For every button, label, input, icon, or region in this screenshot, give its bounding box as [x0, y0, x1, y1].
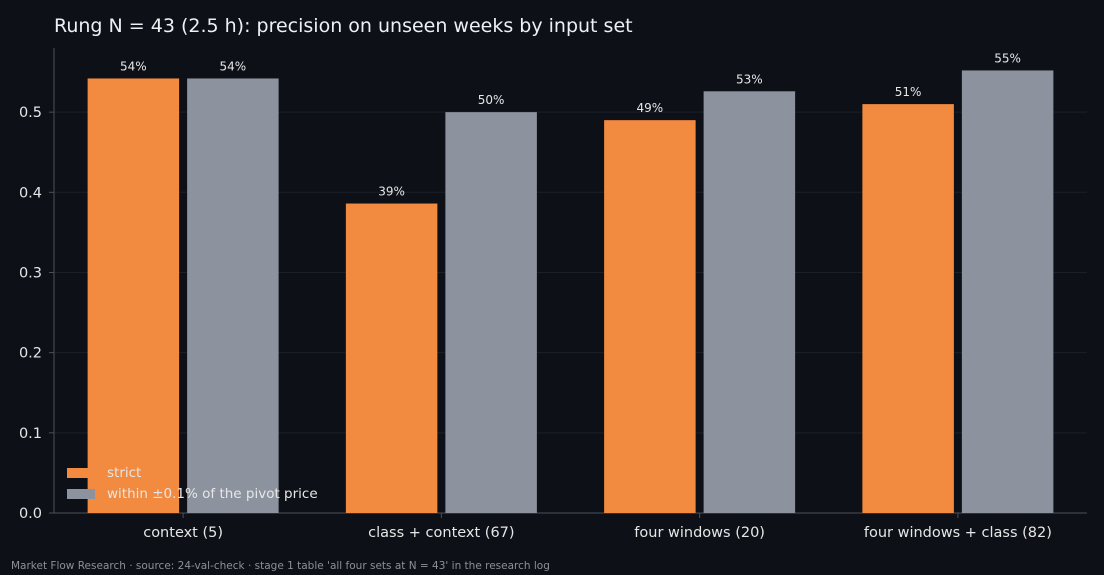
data-label: 54% [120, 59, 147, 73]
legend-label-strict: strict [107, 464, 142, 481]
legend-swatch-within [67, 488, 95, 499]
x-tick-label: four windows + class (82) [864, 525, 1052, 541]
data-label: 54% [220, 59, 247, 73]
y-tick-label: 0.2 [19, 346, 42, 362]
bar-strict [604, 120, 696, 513]
data-label: 55% [994, 51, 1021, 65]
footer-source-note: Market Flow Research · source: 24-val-ch… [11, 560, 550, 572]
legend-label-within: within ±0.1% of the pivot price [107, 485, 318, 502]
chart-title: Rung N = 43 (2.5 h): precision on unseen… [54, 15, 633, 37]
y-tick-label: 0.5 [19, 105, 42, 121]
y-tick-label: 0.3 [19, 265, 42, 281]
bar-strict [345, 203, 438, 513]
bar-strict [87, 78, 180, 513]
legend-item-within: within ±0.1% of the pivot price [67, 483, 318, 504]
y-tick-label: 0.1 [19, 426, 42, 442]
bar-within [445, 112, 537, 513]
bar-strict [862, 104, 954, 513]
x-tick-label: class + context (67) [368, 525, 514, 541]
data-label: 50% [478, 93, 505, 107]
x-tick-label: context (5) [143, 525, 223, 541]
data-label: 39% [378, 185, 405, 199]
data-label: 49% [637, 101, 664, 115]
bar-within [187, 78, 279, 513]
data-label: 51% [895, 85, 922, 99]
legend-item-strict: strict [67, 462, 318, 483]
bar-within [703, 91, 796, 514]
legend: strict within ±0.1% of the pivot price [67, 462, 318, 504]
y-tick-label: 0.4 [19, 185, 42, 201]
y-tick-label: 0.0 [19, 506, 42, 522]
data-label: 53% [736, 72, 763, 86]
bar-within [961, 70, 1054, 513]
legend-swatch-strict [67, 467, 95, 478]
x-tick-label: four windows (20) [634, 525, 765, 541]
